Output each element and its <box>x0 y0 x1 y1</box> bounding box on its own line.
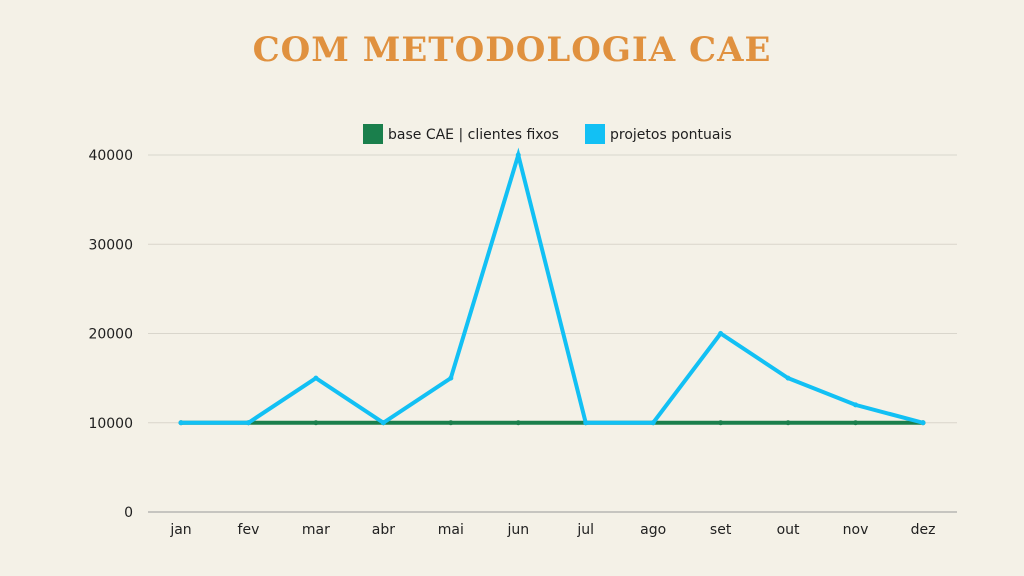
x-tick-label-jul: jul <box>576 522 594 538</box>
data-point-1-jan <box>178 420 184 426</box>
y-tick-label-3: 30000 <box>88 237 133 253</box>
legend: base CAE | clientes fixos projetos pontua… <box>363 124 732 144</box>
data-point-1-set <box>718 331 724 336</box>
y-tick-label-1: 10000 <box>88 416 133 432</box>
series-line-1 <box>179 147 925 426</box>
data-point-0-mai <box>448 420 454 426</box>
data-point-1-abr <box>380 420 386 426</box>
x-axis-ticks: jan fev mar abr mai jun jul ago set out nov dez <box>169 522 935 538</box>
data-point-1-out <box>785 375 791 381</box>
legend-label-1: projetos pontuais <box>610 127 732 143</box>
x-tick-label-ago: ago <box>640 522 666 538</box>
legend-label-0: base CAE | clientes fixos <box>388 127 559 143</box>
x-tick-label-set: set <box>710 522 732 538</box>
x-tick-label-abr: abr <box>372 522 395 538</box>
data-point-1-mar <box>313 375 319 381</box>
data-point-0-mar <box>313 420 319 426</box>
y-tick-label-0: 0 <box>124 505 133 521</box>
data-point-0-out <box>785 420 791 426</box>
y-axis-ticks: 0 10000 20000 30000 40000 <box>88 148 133 521</box>
data-point-1-jun <box>515 152 521 158</box>
y-tick-label-2: 20000 <box>88 327 133 343</box>
x-tick-label-mai: mai <box>438 522 464 538</box>
data-point-1-ago <box>650 420 656 426</box>
data-point-0-jun <box>515 420 521 426</box>
x-tick-label-out: out <box>777 522 800 538</box>
chart-title: COM METODOLOGIA CAE <box>252 30 772 70</box>
series-lines <box>178 147 926 426</box>
x-tick-label-nov: nov <box>843 522 869 538</box>
data-point-1-dez <box>920 420 926 426</box>
data-point-0-nov <box>853 420 859 426</box>
data-point-1-fev <box>245 420 251 426</box>
legend-swatch-1 <box>585 124 605 144</box>
grid-lines <box>148 154 957 513</box>
x-tick-label-mar: mar <box>302 522 330 538</box>
data-point-0-set <box>718 420 724 426</box>
x-tick-label-fev: fev <box>238 522 260 538</box>
x-tick-label-jan: jan <box>169 522 191 538</box>
y-tick-label-4: 40000 <box>88 148 133 164</box>
x-tick-label-jun: jun <box>506 522 529 538</box>
data-point-1-mai <box>448 375 454 381</box>
legend-swatch-0 <box>363 124 383 144</box>
data-point-1-jul <box>583 420 589 426</box>
x-tick-label-dez: dez <box>911 522 936 538</box>
data-point-1-nov <box>853 402 859 408</box>
